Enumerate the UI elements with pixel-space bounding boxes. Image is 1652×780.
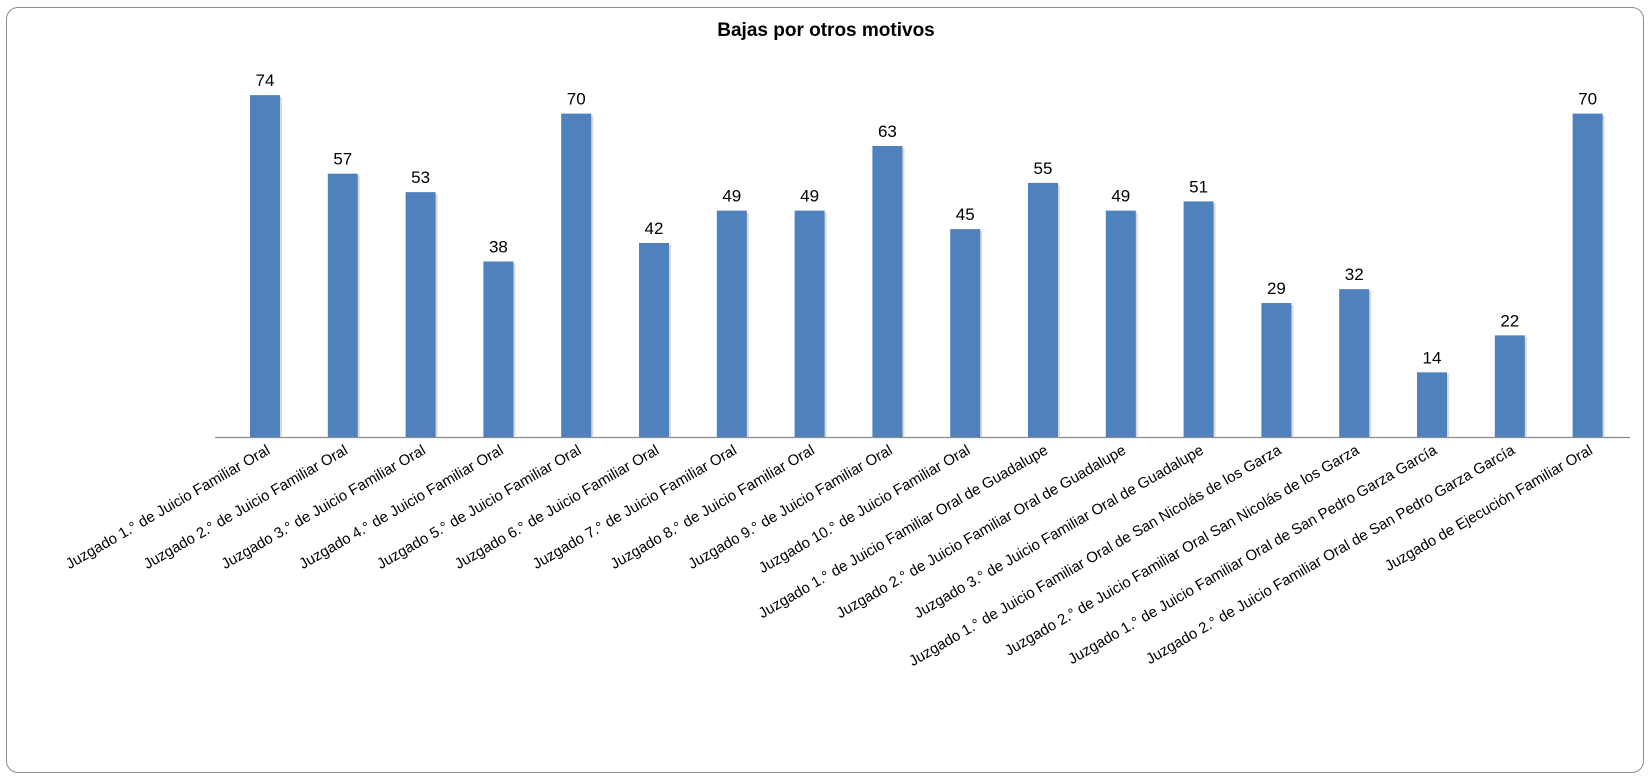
- bar-2: [327, 173, 358, 437]
- x-tick-label-17: Juzgado 2.° de Juicio Familiar Oral de S…: [1143, 441, 1518, 667]
- x-tick-label-11: Juzgado 1.° de Juicio Familiar Oral de G…: [756, 442, 1051, 622]
- data-label-2: 57: [333, 150, 352, 169]
- x-tick-label-13: Juzgado 3.° de Juicio Familiar Oral de G…: [911, 442, 1206, 622]
- data-label-8: 49: [800, 187, 819, 206]
- bar-9: [872, 145, 903, 437]
- data-label-18: 70: [1578, 90, 1597, 109]
- bar-3: [405, 192, 436, 437]
- data-label-7: 49: [722, 187, 741, 206]
- bar-16: [1417, 372, 1447, 437]
- bar-13: [1183, 201, 1214, 437]
- data-label-13: 51: [1189, 177, 1208, 196]
- data-label-15: 32: [1345, 265, 1364, 284]
- data-label-16: 14: [1423, 348, 1442, 367]
- data-label-3: 53: [411, 168, 430, 187]
- bar-8: [794, 210, 825, 437]
- data-label-1: 74: [256, 71, 275, 90]
- bar-18: [1572, 113, 1603, 437]
- bar-6: [639, 242, 669, 437]
- data-label-6: 42: [645, 219, 664, 238]
- bar-11: [1028, 182, 1058, 437]
- data-label-17: 22: [1500, 311, 1519, 330]
- data-label-11: 55: [1034, 159, 1053, 178]
- x-tick-label-16: Juzgado 1.° de Juicio Familiar Oral de S…: [1065, 441, 1440, 667]
- bar-10: [950, 229, 981, 437]
- bar-17: [1494, 335, 1525, 437]
- data-label-5: 70: [567, 90, 586, 109]
- bar-14: [1261, 303, 1292, 437]
- data-label-9: 63: [878, 122, 897, 141]
- data-label-12: 49: [1111, 187, 1130, 206]
- data-label-4: 38: [489, 237, 508, 256]
- bar-12: [1105, 210, 1136, 437]
- bar-1: [250, 95, 280, 438]
- bar-7: [716, 210, 747, 437]
- bar-5: [561, 113, 592, 437]
- data-label-14: 29: [1267, 279, 1286, 298]
- bar-15: [1339, 289, 1370, 437]
- data-label-10: 45: [956, 205, 975, 224]
- chart-title: Bajas por otros motivos: [717, 20, 935, 41]
- x-tick-label-15: Juzgado 2.° de Juicio Familiar Oral San …: [1002, 441, 1363, 659]
- x-tick-label-12: Juzgado 2.° de Juicio Familiar Oral de G…: [833, 442, 1128, 622]
- bar-4: [483, 261, 514, 437]
